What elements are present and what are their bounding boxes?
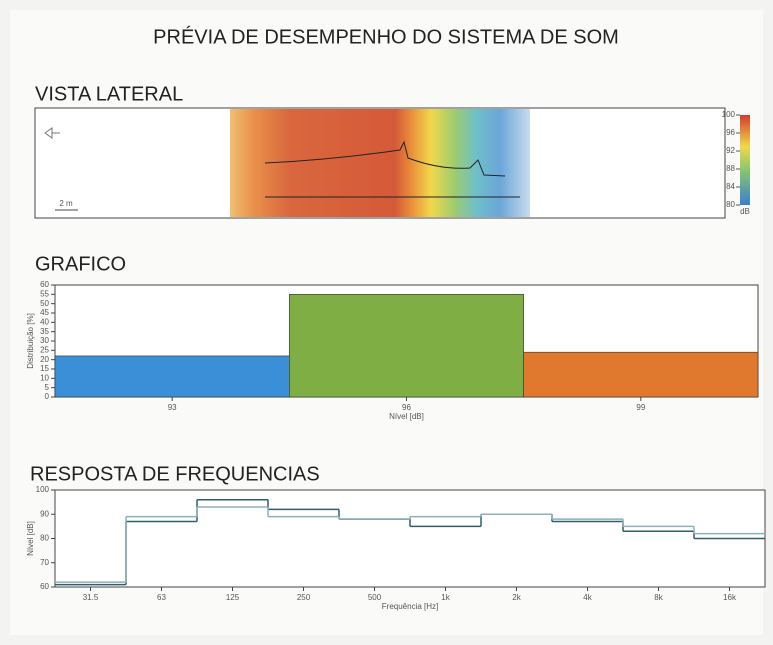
scale-label: 2 m — [59, 199, 73, 208]
colorbar-tick-label: 92 — [726, 146, 735, 155]
y-tick-label: 50 — [40, 299, 49, 308]
y-tick-label: 70 — [40, 558, 49, 567]
y-tick-label: 90 — [40, 509, 49, 518]
section-title: RESPOSTA DE FREQUENCIAS — [30, 463, 320, 485]
y-tick-label: 30 — [40, 336, 49, 345]
speaker-icon — [44, 127, 60, 139]
y-tick-label: 0 — [45, 392, 50, 401]
x-tick-label: 31.5 — [83, 593, 99, 602]
y-tick-label: 60 — [40, 280, 49, 289]
y-tick-label: 100 — [36, 485, 50, 494]
y-tick-label: 45 — [40, 308, 49, 317]
y-tick-label: 15 — [40, 364, 49, 373]
colorbar-tick-label: 96 — [726, 128, 735, 137]
venue-profile — [264, 140, 506, 177]
y-axis-label: Nível [dB] — [26, 521, 35, 556]
x-tick-label: 125 — [226, 593, 240, 602]
x-tick-label: 1k — [441, 593, 450, 602]
x-tick-label: 63 — [157, 593, 166, 602]
y-tick-label: 60 — [40, 582, 49, 591]
x-tick-label: 250 — [297, 593, 311, 602]
x-tick-label: 16k — [723, 593, 737, 602]
colorbar — [740, 115, 750, 205]
y-tick-label: 5 — [45, 383, 50, 392]
x-tick-label: 93 — [168, 403, 177, 412]
x-tick-label: 99 — [636, 403, 645, 412]
x-tick-label: 8k — [654, 593, 663, 602]
bar — [54, 355, 290, 398]
x-tick-label: 2k — [512, 593, 521, 602]
bar — [523, 351, 759, 398]
colorbar-tick-label: 88 — [726, 164, 735, 173]
x-tick-label: 500 — [368, 593, 382, 602]
y-tick-label: 20 — [40, 355, 49, 364]
x-tick-label: 4k — [583, 593, 592, 602]
y-tick-label: 35 — [40, 327, 49, 336]
bar — [289, 294, 524, 398]
section-title: VISTA LATERAL — [35, 83, 183, 105]
colorbar-tick-label: 100 — [722, 110, 736, 119]
y-tick-label: 80 — [40, 534, 49, 543]
colorbar-tick-label: 84 — [726, 182, 735, 191]
colorbar-label: dB — [740, 207, 750, 216]
x-axis-label: Frequência [Hz] — [382, 602, 438, 611]
x-tick-label: 96 — [402, 403, 411, 412]
colorbar-tick-label: 80 — [726, 200, 735, 209]
y-axis-label: Distribuição [%] — [26, 313, 35, 369]
report-title: PRÉVIA DE DESEMPENHO DO SISTEMA DE SOM — [153, 25, 619, 48]
x-axis-label: Nível [dB] — [389, 412, 424, 421]
y-tick-label: 55 — [40, 289, 49, 298]
section-title: GRAFICO — [35, 253, 126, 275]
y-tick-label: 40 — [40, 317, 49, 326]
y-tick-label: 10 — [40, 373, 49, 382]
heatmap — [230, 109, 530, 217]
plot-frame — [54, 489, 766, 588]
y-tick-label: 25 — [40, 345, 49, 354]
